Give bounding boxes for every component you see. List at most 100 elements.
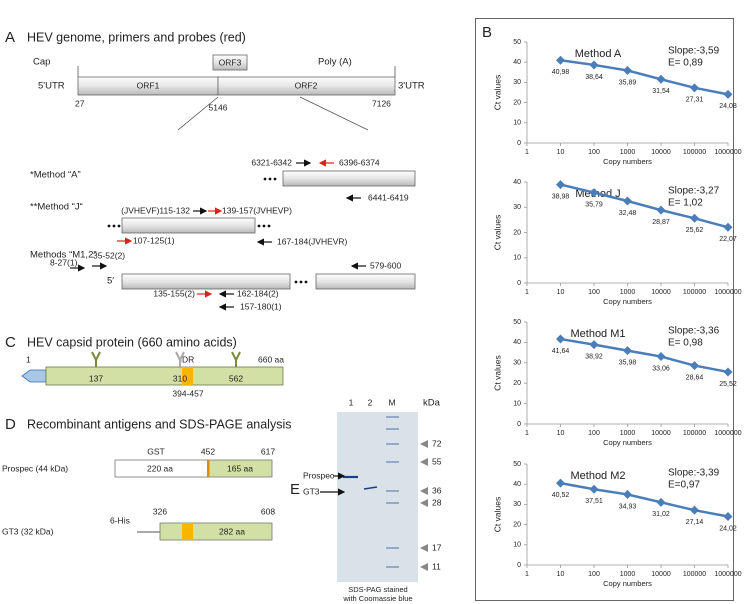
x-tick-label: 1000000 [714,571,741,578]
y-tick-label: 50 [513,461,521,468]
y-tick-label: 30 [513,360,521,367]
site-label: 310 [173,373,187,383]
y-tick-label: 20 [513,99,521,106]
primer-label: 6321-6342 [251,157,292,167]
marker-label: 17 [432,542,442,552]
point [723,367,733,377]
point [556,334,565,344]
data-label: 38,64 [585,74,603,81]
y-tick-label: 20 [513,521,521,528]
annotation: Slope:-3,36 [668,326,720,337]
marker-label: 36 [432,485,442,495]
x-tick-label: 10 [557,149,565,156]
caption: SDS-PAG stained [348,585,407,594]
y-tick-label: 40 [513,339,521,346]
panel-b: B [475,18,734,601]
data-label: 35,98 [619,359,637,366]
method-label: *Method “A” [30,170,81,181]
y-tick-label: 10 [513,255,521,262]
data-label: 27,14 [686,519,704,526]
point [723,222,733,232]
idr-label: IDR [180,354,195,364]
data-label: 32,48 [619,210,637,217]
lane-label: M [388,397,395,407]
position-label: 617 [261,446,275,456]
caption: with Coomassie blue [342,594,412,603]
signal-arrow [21,369,47,383]
primer-label: 167-184(JVHEVR) [277,236,348,246]
target-box [121,273,291,290]
y-axis-title: Ct values [492,75,502,110]
x-tick-label: 1000000 [714,289,741,296]
x-tick-label: 100000 [683,430,706,437]
marker-label: 28 [432,497,442,507]
x-axis-title: Copy numbers [603,438,652,447]
y-tick-label: 30 [513,204,521,211]
chart: 0 10 20 30 40 50 1 10 100 1000 10000 100000 1000000 C… [492,461,741,588]
panel-title: HEV capsid protein (660 amino acids) [27,335,237,349]
capsid-bar [45,366,284,386]
panel-title: HEV genome, primers and probes (red) [27,30,246,44]
utr5-label: 5'UTR [38,81,65,92]
x-tick-label: 100 [588,571,600,578]
panel-letter: C [5,334,16,351]
point [589,60,599,70]
zoom-line [177,96,219,131]
y-tick-label: 0 [517,562,521,569]
y-axis-title: Ct values [492,355,502,390]
x-axis-title: Copy numbers [603,297,652,306]
point [690,361,699,371]
end-label: 660 aa [258,354,284,364]
point [623,66,632,76]
annotation: E=0,97 [668,480,700,491]
y-tick-label: 10 [513,400,521,407]
polya-label: Poly (A) [318,57,352,68]
panel-letter: D [5,416,16,433]
construct-label: Prospec (44 kDa) [2,463,68,473]
y-tick-label: 40 [513,481,521,488]
data-label: 37,51 [585,498,603,505]
data-label: 31,02 [652,511,670,518]
y-tick-label: 30 [513,79,521,86]
idr-box [182,523,193,540]
point [690,213,699,223]
primer-label: 157-180(1) [240,301,282,311]
x-tick-label: 100000 [683,289,706,296]
band-label: GT3 [303,486,320,496]
position-label: 326 [153,506,167,516]
x-tick-label: 1000 [620,430,636,437]
primer-label: 162-184(2) [237,288,279,298]
x-tick-label: 100000 [683,149,706,156]
probe-label: 139-157(JVHEVP) [222,205,292,215]
primer-label: 35-52(2) [93,250,125,260]
position-label: 608 [261,506,275,516]
method-label: Methods “M1,2” [30,250,97,261]
band [363,486,378,490]
point [556,55,565,65]
orf1-label: ORF1 [137,80,160,90]
data-label: 35,89 [619,79,637,86]
primer-label: 579-600 [370,260,401,270]
position-label: 5146 [209,102,228,112]
y-tick-label: 50 [513,39,521,46]
point [723,511,733,521]
band-label: Prospec [303,470,335,480]
x-tick-label: 10000 [651,571,671,578]
x-axis-title: Copy numbers [603,157,652,166]
x-tick-label: 1000 [620,289,636,296]
x-tick-label: 1000000 [714,149,741,156]
five-prime-label: 5′ [107,276,114,287]
annotation: E= 1,02 [668,198,703,209]
x-tick-label: 1 [525,430,529,437]
point [656,74,666,84]
chart-title: Method M1 [570,328,625,340]
x-tick-label: 1000000 [714,430,741,437]
y-tick-label: 10 [513,120,521,127]
data-label: 35,79 [585,201,603,208]
chart: 0 10 20 30 40 50 1 10 100 1000 10000 100000 1000000 C… [492,319,741,447]
tag-label: 6-His [110,515,130,525]
panel-a: A HEV genome, primers and probes (red) C… [5,29,425,311]
lane-label: 2 [368,397,373,407]
primer-label: (JVHEVF)115-132 [121,205,190,215]
